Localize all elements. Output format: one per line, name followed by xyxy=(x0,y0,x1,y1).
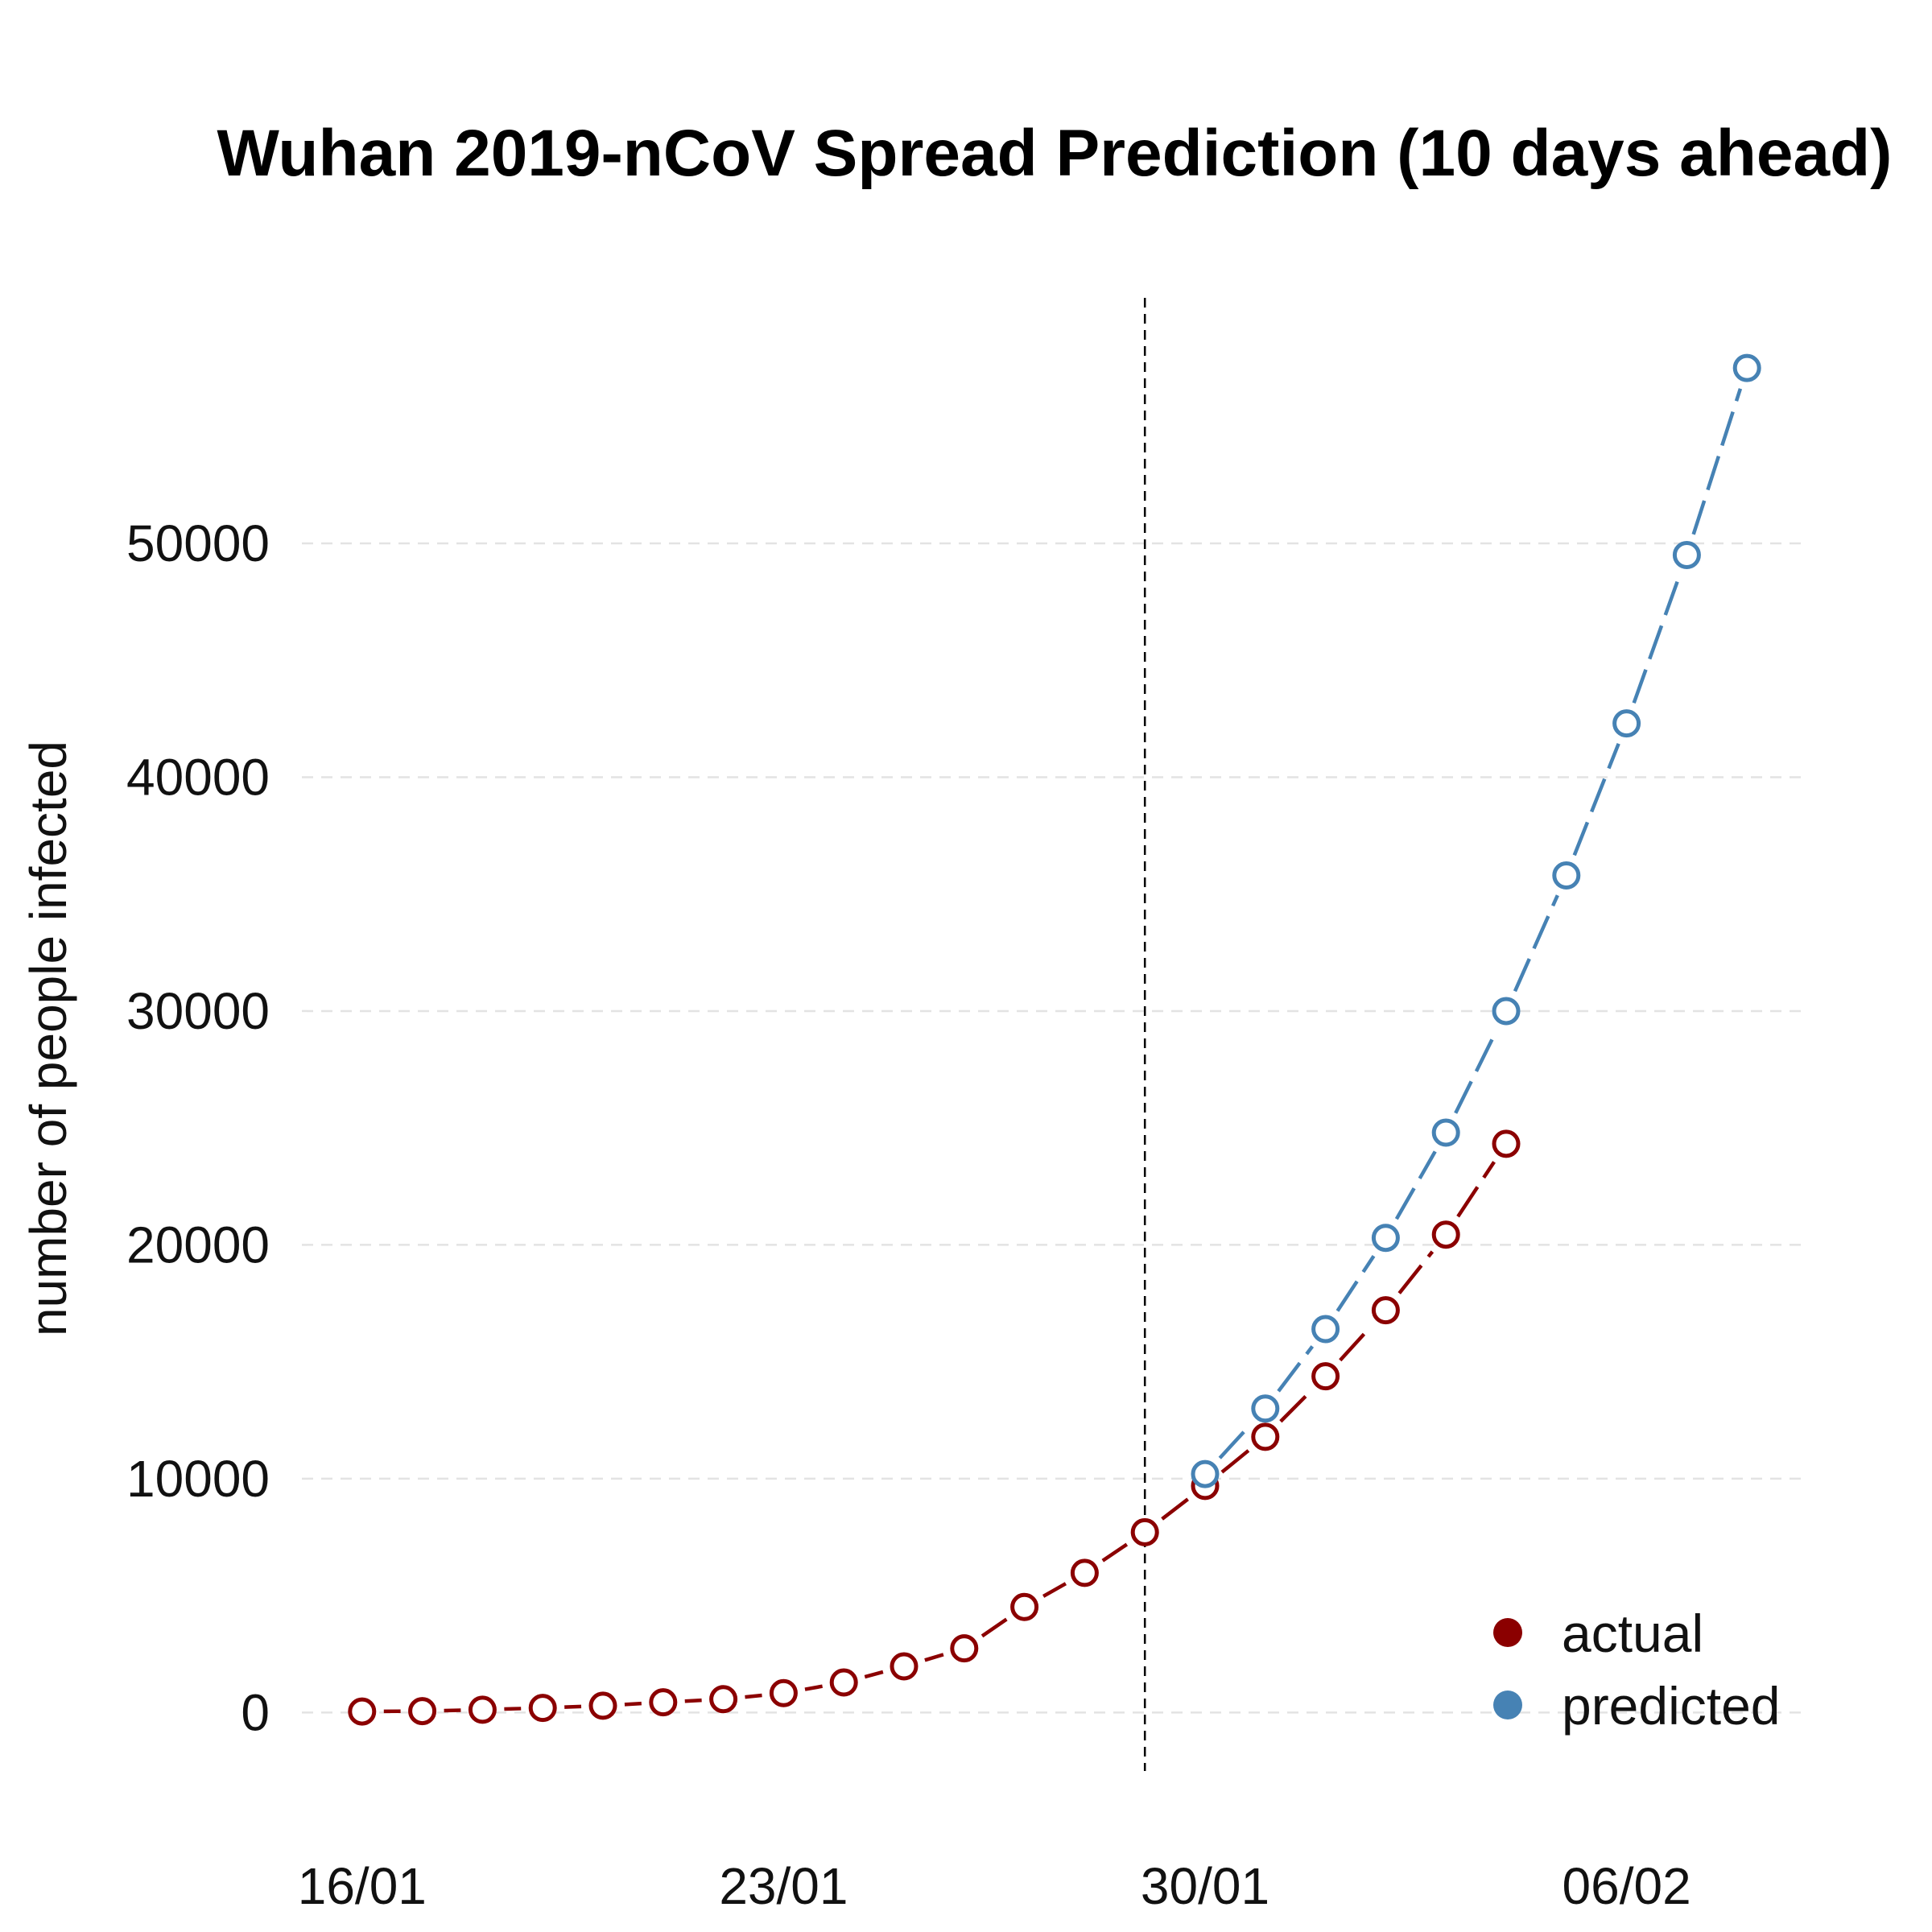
data-point xyxy=(408,1697,437,1726)
data-point xyxy=(1431,1118,1460,1147)
y-axis-ticks: 0 10000 20000 30000 40000 50000 xyxy=(126,514,270,1741)
data-point xyxy=(1251,1422,1280,1451)
series-line-segment xyxy=(1632,575,1682,704)
series-line-segment xyxy=(1339,1325,1373,1362)
series-line-segment xyxy=(1220,1449,1250,1474)
data-point xyxy=(769,1678,798,1707)
data-point xyxy=(1431,1220,1460,1249)
data-point xyxy=(1492,1129,1521,1158)
data-point xyxy=(1371,1296,1400,1325)
y-tick-label: 20000 xyxy=(126,1216,270,1274)
x-tick-label: 16/01 xyxy=(298,1857,427,1915)
series-line-segment xyxy=(1218,1423,1253,1459)
series-line-segment xyxy=(1101,1542,1129,1563)
x-axis-ticks: 16/01 23/01 30/01 06/02 xyxy=(298,1857,1691,1915)
data-point xyxy=(829,1668,858,1697)
x-tick-label: 30/01 xyxy=(1141,1857,1269,1915)
data-point xyxy=(890,1652,919,1681)
series-line-segment xyxy=(1513,894,1559,993)
series-line-segment xyxy=(1161,1497,1189,1521)
data-point xyxy=(1251,1394,1280,1423)
data-point xyxy=(1311,1362,1340,1391)
series-line-segment xyxy=(924,1653,944,1662)
series-line-segment xyxy=(1335,1255,1376,1312)
chart-title: Wuhan 2019-nCoV Spread Prediction (10 da… xyxy=(217,117,1893,190)
data-point xyxy=(588,1691,617,1720)
series-line-segment xyxy=(1042,1582,1067,1598)
data-point xyxy=(950,1634,979,1663)
y-tick-label: 50000 xyxy=(126,514,270,572)
data-point xyxy=(1552,861,1581,890)
series-line-segment xyxy=(684,1698,702,1703)
y-tick-label: 0 xyxy=(241,1683,270,1741)
series-line-segment xyxy=(1277,1345,1315,1393)
data-point xyxy=(1371,1224,1400,1253)
x-tick-label: 23/01 xyxy=(719,1857,848,1915)
y-tick-label: 40000 xyxy=(126,748,270,806)
series-group xyxy=(348,353,1761,1726)
data-point xyxy=(709,1685,738,1714)
series-line-segment xyxy=(1279,1390,1312,1423)
series-line-segment xyxy=(1572,742,1620,857)
y-axis-label: number of people infected xyxy=(19,741,77,1336)
legend-label: predicted xyxy=(1562,1676,1781,1736)
legend-marker xyxy=(1493,1618,1522,1647)
data-point xyxy=(348,1697,377,1726)
data-point xyxy=(649,1688,678,1717)
legend-marker xyxy=(1493,1690,1522,1719)
x-tick-label: 06/02 xyxy=(1563,1857,1691,1915)
series-line-segment xyxy=(1397,1250,1435,1294)
series-predicted xyxy=(1191,353,1761,1488)
data-point xyxy=(1732,353,1761,382)
data-point xyxy=(1672,541,1701,570)
series-line-segment xyxy=(1691,388,1743,535)
series-line-segment xyxy=(1456,1161,1496,1218)
legend: actual predicted xyxy=(1493,1604,1781,1736)
data-point xyxy=(1070,1558,1099,1587)
data-point xyxy=(1191,1459,1220,1488)
data-point xyxy=(528,1694,557,1723)
grid-lines xyxy=(302,542,1807,1714)
series-line-segment xyxy=(745,1693,762,1699)
series-line-segment xyxy=(980,1617,1008,1638)
legend-label: actual xyxy=(1562,1604,1703,1663)
data-point xyxy=(1492,997,1521,1026)
series-line-segment xyxy=(1454,1030,1499,1114)
series-line-segment xyxy=(804,1684,824,1691)
data-point xyxy=(1130,1517,1159,1546)
series-line-segment xyxy=(504,1707,522,1711)
series-line-segment xyxy=(1394,1150,1437,1220)
series-actual xyxy=(348,1129,1521,1726)
data-point xyxy=(1612,709,1641,738)
y-tick-label: 30000 xyxy=(126,982,270,1040)
series-line-segment xyxy=(624,1701,642,1707)
data-point xyxy=(1010,1592,1039,1621)
data-point xyxy=(468,1695,497,1724)
y-tick-label: 10000 xyxy=(126,1450,270,1508)
data-point xyxy=(1311,1315,1340,1344)
series-line-segment xyxy=(864,1670,884,1679)
